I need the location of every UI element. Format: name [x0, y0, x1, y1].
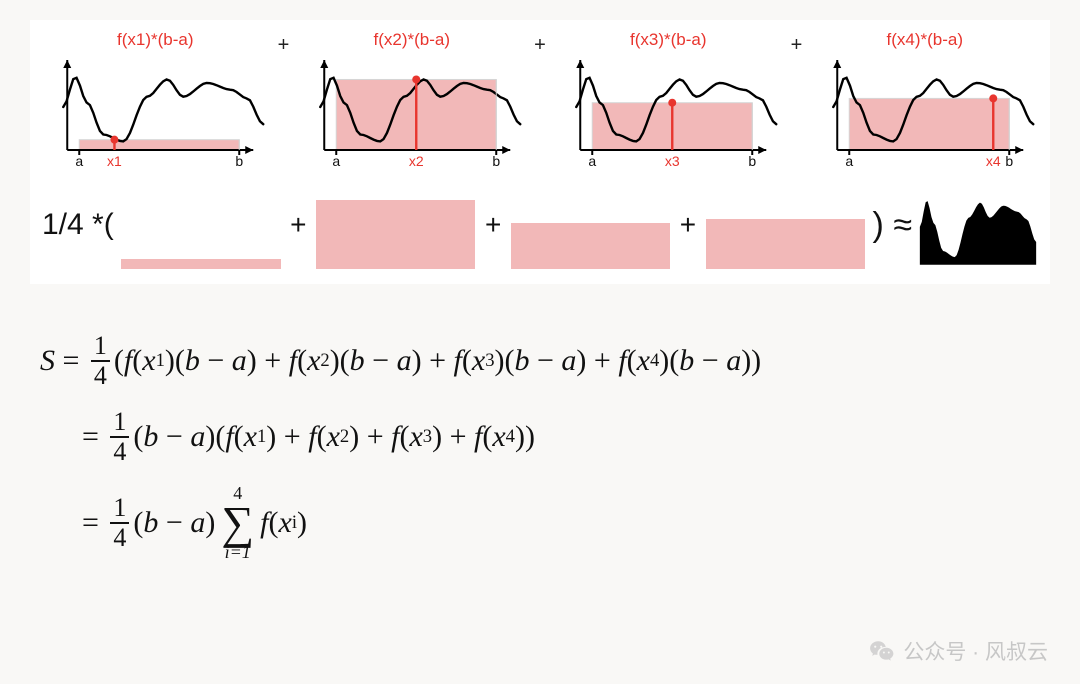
chart-1-svg: a b x1	[42, 52, 269, 172]
svg-text:b: b	[235, 153, 243, 169]
chart-4-svg: a b x4	[812, 52, 1039, 172]
chart-3: f(x3)*(b-a) a b x3	[555, 30, 782, 172]
chart-3-svg: a b x3	[555, 52, 782, 172]
eq-plus-2: +	[483, 209, 503, 241]
eq-rect-1	[120, 181, 282, 269]
eq-rect-2	[315, 181, 477, 269]
eq-rect-4	[704, 181, 866, 269]
pink-rect-2	[316, 200, 475, 269]
chart-2-title: f(x2)*(b-a)	[299, 30, 526, 50]
eq-prefix: 1/4 *(	[42, 208, 114, 242]
svg-text:a: a	[75, 153, 83, 169]
equation-row: 1/4 *( + + + ) ≈	[42, 178, 1038, 272]
eq-plus-3: +	[678, 209, 698, 241]
chart-4-title: f(x4)*(b-a)	[812, 30, 1039, 50]
formula-block: S = 14 (f(x1)(b − a) + f(x2)(b − a) + f(…	[40, 332, 1040, 561]
eq-plus-1: +	[288, 209, 308, 241]
pink-rect-3	[511, 223, 670, 269]
formula-line-2: = 14 (b − a)( f(x1) + f(x2) + f(x3) + f(…	[40, 408, 1040, 466]
plus-sep-2: +	[531, 30, 549, 57]
black-area-svg	[918, 181, 1038, 269]
plus-sep-3: +	[788, 30, 806, 57]
eq-rect-3	[509, 181, 671, 269]
sigma-sum: 4 ∑ i=1	[221, 484, 254, 561]
svg-text:x3: x3	[665, 153, 680, 169]
svg-text:b: b	[492, 153, 500, 169]
chart-1: f(x1)*(b-a) a b x1	[42, 30, 269, 172]
formula-line-1: S = 14 (f(x1)(b − a) + f(x2)(b − a) + f(…	[40, 332, 1040, 390]
pink-rect-1	[121, 259, 280, 269]
svg-text:a: a	[845, 153, 853, 169]
watermark: 公众号 · 风叔云	[869, 636, 1048, 666]
svg-text:b: b	[748, 153, 756, 169]
svg-text:b: b	[1005, 153, 1013, 169]
watermark-text: 公众号 · 风叔云	[903, 636, 1048, 666]
charts-row: f(x1)*(b-a) a b x1 + f(x2)*(b-a) a b x2 + f(…	[42, 30, 1038, 172]
sum-lower: i=1	[225, 543, 251, 561]
chart-1-title: f(x1)*(b-a)	[42, 30, 269, 50]
chart-4: f(x4)*(b-a) a b x4	[812, 30, 1039, 172]
svg-text:a: a	[332, 153, 340, 169]
monte-carlo-figure: f(x1)*(b-a) a b x1 + f(x2)*(b-a) a b x2 + f(…	[30, 20, 1050, 284]
eq-suffix: ) ≈	[873, 206, 912, 245]
plus-sep-1: +	[275, 30, 293, 57]
chart-3-title: f(x3)*(b-a)	[555, 30, 782, 50]
chart-2-svg: a b x2	[299, 52, 526, 172]
chart-2: f(x2)*(b-a) a b x2	[299, 30, 526, 172]
formula-line-3: = 14 (b − a) 4 ∑ i=1 f(xi)	[40, 484, 1040, 561]
svg-text:x4: x4	[985, 153, 1000, 169]
wechat-icon	[869, 638, 895, 664]
svg-text:x2: x2	[408, 153, 423, 169]
pink-rect-4	[706, 219, 865, 269]
svg-text:a: a	[588, 153, 596, 169]
svg-text:x1: x1	[107, 153, 122, 169]
